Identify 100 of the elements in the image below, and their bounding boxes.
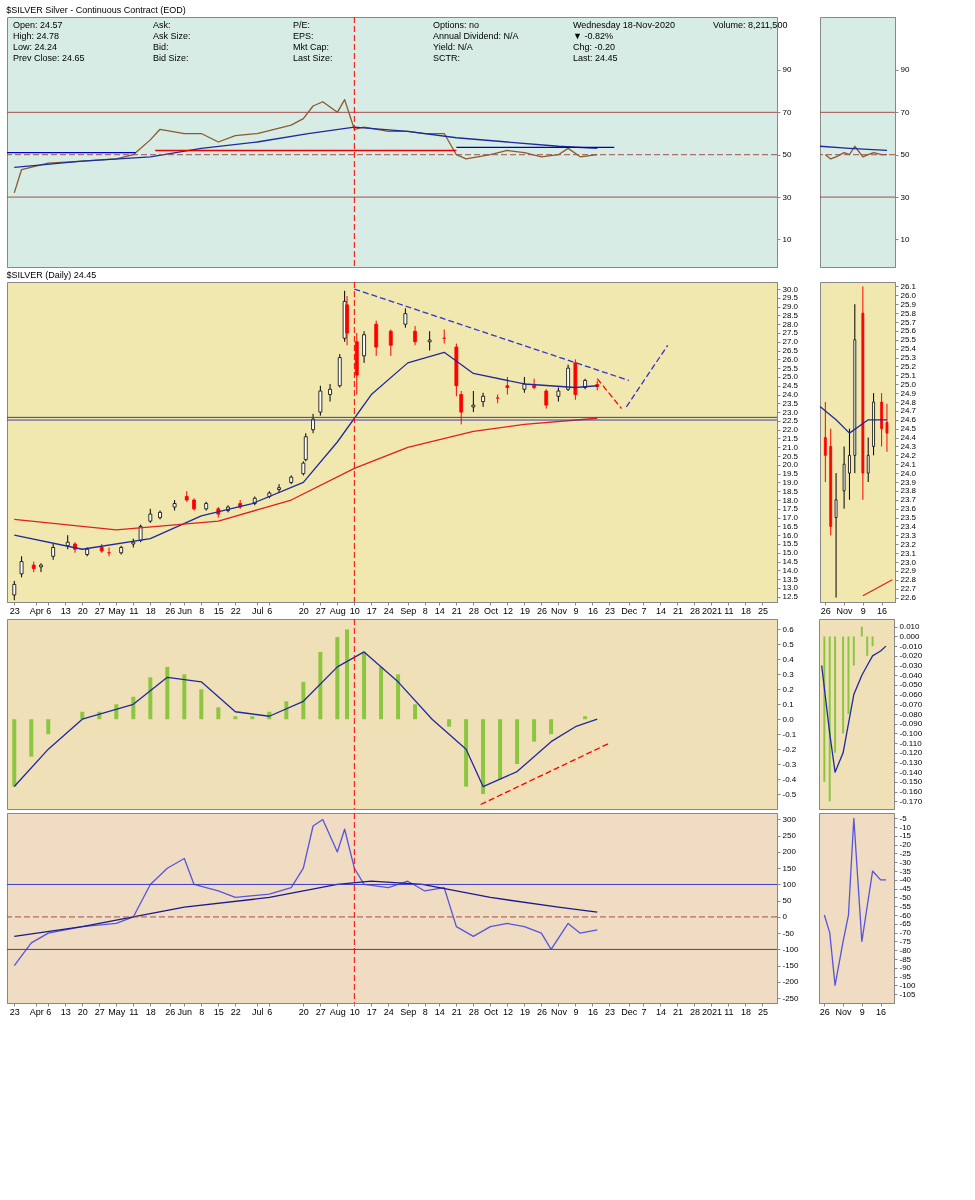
y-tick-label: 24.7 — [900, 406, 917, 416]
y-tick-label: 17.0 — [782, 513, 799, 523]
y-tick-label: 25.5 — [900, 335, 917, 345]
y-tick-label: -0.160 — [899, 787, 923, 797]
y-tick-label: 21.0 — [782, 442, 799, 452]
x-tick-label: 12 — [502, 605, 513, 616]
y-tick-label: 50 — [782, 150, 792, 160]
y-tick-label: 26.0 — [900, 290, 917, 300]
y-tick-label: 50 — [900, 150, 910, 160]
y-tick-label: 90 — [782, 65, 792, 75]
y-tick-label: 23.3 — [900, 530, 917, 540]
y-tick-label: 16.5 — [782, 521, 799, 531]
x-tick-label: 6 — [267, 1006, 273, 1017]
y-tick-label: -30 — [899, 857, 912, 867]
y-tick-label: 24.3 — [900, 441, 917, 451]
y-tick-label: 0.0 — [782, 714, 795, 724]
x-tick-label: Dec — [621, 1006, 638, 1017]
x-tick-label: 24 — [383, 605, 394, 616]
x-tick-label: 23 — [604, 605, 615, 616]
y-tick-label: -0.120 — [899, 748, 923, 758]
x-tick-label: 21 — [672, 605, 683, 616]
y-tick-label: -100 — [782, 944, 800, 954]
y-tick-label: -65 — [899, 919, 912, 929]
annotation: High: 24.78 — [13, 31, 60, 41]
y-tick-label: 22.5 — [782, 416, 799, 426]
x-tick-label: May — [108, 605, 126, 616]
x-tick-label: 26 — [536, 605, 547, 616]
chart-title: $SILVER (Daily) 24.45 — [6, 269, 97, 280]
annotation: Mkt Cap: — [293, 42, 330, 52]
y-tick-label: -0.020 — [899, 651, 923, 661]
x-tick-label: May — [108, 1006, 126, 1017]
y-tick-label: -0.5 — [782, 789, 797, 799]
y-tick-label: -105 — [899, 989, 917, 999]
x-tick-label: Nov — [836, 605, 854, 616]
y-tick-label: 23.0 — [782, 407, 799, 417]
y-tick-label: -0.080 — [899, 709, 923, 719]
y-tick-label: 19.0 — [782, 477, 799, 487]
y-tick-label: 25.9 — [900, 299, 917, 309]
x-tick-label: Jun — [177, 605, 193, 616]
x-tick-label: 27 — [315, 605, 326, 616]
y-tick-label: -150 — [782, 961, 800, 971]
y-tick-label: -0.1 — [782, 729, 797, 739]
y-tick-label: 15.5 — [782, 539, 799, 549]
x-tick-label: Jul — [251, 605, 264, 616]
y-tick-label: 10 — [782, 234, 792, 244]
y-tick-label: 23.1 — [900, 548, 917, 558]
x-tick-label: Oct — [483, 605, 499, 616]
x-tick-label: 26 — [165, 605, 176, 616]
y-tick-label: 19.5 — [782, 469, 799, 479]
y-tick-label: 30 — [900, 192, 910, 202]
y-tick-label: -0.3 — [782, 759, 797, 769]
annotation: Ask: — [153, 20, 171, 30]
y-tick-label: 24.0 — [900, 468, 917, 478]
y-tick-label: -250 — [782, 993, 800, 1003]
y-tick-label: 23.8 — [900, 486, 917, 496]
y-tick-label: 26.1 — [900, 281, 917, 291]
x-tick-label: 2021 — [701, 605, 722, 616]
y-tick-label: 29.5 — [782, 293, 799, 303]
y-tick-label: 24.2 — [900, 450, 917, 460]
y-tick-label: -60 — [899, 910, 912, 920]
x-tick-label: 28 — [468, 605, 479, 616]
x-tick-label: 2021 — [701, 1006, 722, 1017]
x-tick-label: Apr — [29, 605, 44, 616]
y-tick-label: -50 — [782, 928, 795, 938]
y-tick-label: 25.8 — [900, 308, 917, 318]
x-tick-label: 18 — [145, 1006, 156, 1017]
x-tick-label: 26 — [819, 1006, 830, 1017]
y-tick-label: 13.0 — [782, 583, 799, 593]
y-tick-label: -0.2 — [782, 744, 797, 754]
y-tick-label: 25.3 — [900, 353, 917, 363]
y-tick-label: -0.130 — [899, 757, 923, 767]
y-tick-label: 0.2 — [782, 684, 795, 694]
y-tick-label: 0.010 — [899, 622, 921, 632]
annotation: Open: 24.57 — [13, 20, 63, 30]
y-tick-label: 23.5 — [900, 513, 917, 523]
x-tick-label: 22 — [230, 605, 241, 616]
y-tick-label: 18.5 — [782, 486, 799, 496]
x-tick-label: 24 — [383, 1006, 394, 1017]
x-tick-label: 7 — [641, 605, 647, 616]
x-tick-label: Jun — [177, 1006, 193, 1017]
y-tick-label: -25 — [899, 848, 912, 858]
y-tick-label: 29.0 — [782, 302, 799, 312]
y-tick-label: 14.5 — [782, 557, 799, 567]
x-tick-label: 15 — [213, 605, 224, 616]
x-tick-label: 27 — [94, 605, 105, 616]
y-tick-label: -0.040 — [899, 670, 923, 680]
y-tick-label: 22.7 — [900, 584, 917, 594]
y-tick-label: 0.6 — [782, 624, 795, 634]
x-tick-label: Sep — [400, 1006, 417, 1017]
annotation: P/E: — [293, 20, 311, 30]
y-tick-label: 25.7 — [900, 317, 917, 327]
annotation: Prev Close: 24.65 — [13, 53, 85, 63]
x-tick-label: 16 — [877, 605, 888, 616]
annotation: SCTR: — [433, 53, 460, 63]
x-tick-label: 10 — [349, 1006, 360, 1017]
y-tick-label: 26.5 — [782, 346, 799, 356]
y-tick-label: -70 — [899, 928, 912, 938]
y-tick-label: 0 — [782, 912, 788, 922]
x-tick-label: 26 — [536, 1006, 547, 1017]
x-tick-label: 16 — [587, 605, 598, 616]
